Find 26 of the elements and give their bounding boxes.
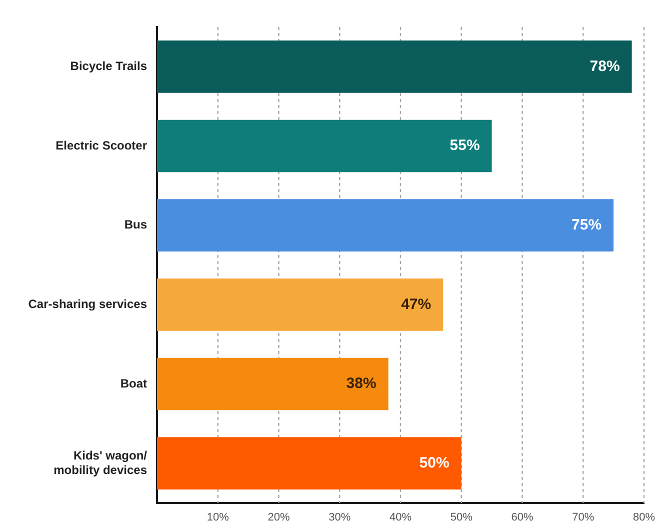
data-label: 47% — [401, 296, 432, 313]
data-label: 50% — [419, 454, 450, 472]
x-tick-label: 20% — [268, 512, 290, 524]
bar — [157, 199, 614, 252]
x-tick-label: 40% — [389, 512, 412, 524]
data-label: 78% — [590, 58, 620, 75]
bar — [157, 437, 462, 490]
bar — [157, 120, 492, 172]
bar — [157, 40, 632, 93]
bar — [157, 278, 444, 331]
data-label: 38% — [346, 375, 376, 392]
data-label: 75% — [572, 216, 602, 234]
x-tick-label: 30% — [328, 512, 351, 524]
x-tick-label: 70% — [572, 512, 594, 524]
x-tick-label: 60% — [511, 512, 534, 524]
y-tick-label: Boat — [120, 376, 147, 390]
y-tick-label: Bicycle Trails — [70, 58, 148, 73]
x-tick-label: 50% — [450, 512, 473, 524]
y-tick-label: Car-sharing services — [28, 296, 148, 311]
x-tick-label: 80% — [632, 512, 656, 524]
bar — [157, 358, 388, 410]
y-tick-label: Kids' wagon/ mobility devices — [54, 448, 148, 477]
data-label: 55% — [450, 137, 480, 154]
y-tick-label: Bus — [124, 218, 148, 232]
y-tick-label: Electric Scooter — [56, 138, 148, 152]
x-tick-label: 10% — [206, 512, 230, 524]
